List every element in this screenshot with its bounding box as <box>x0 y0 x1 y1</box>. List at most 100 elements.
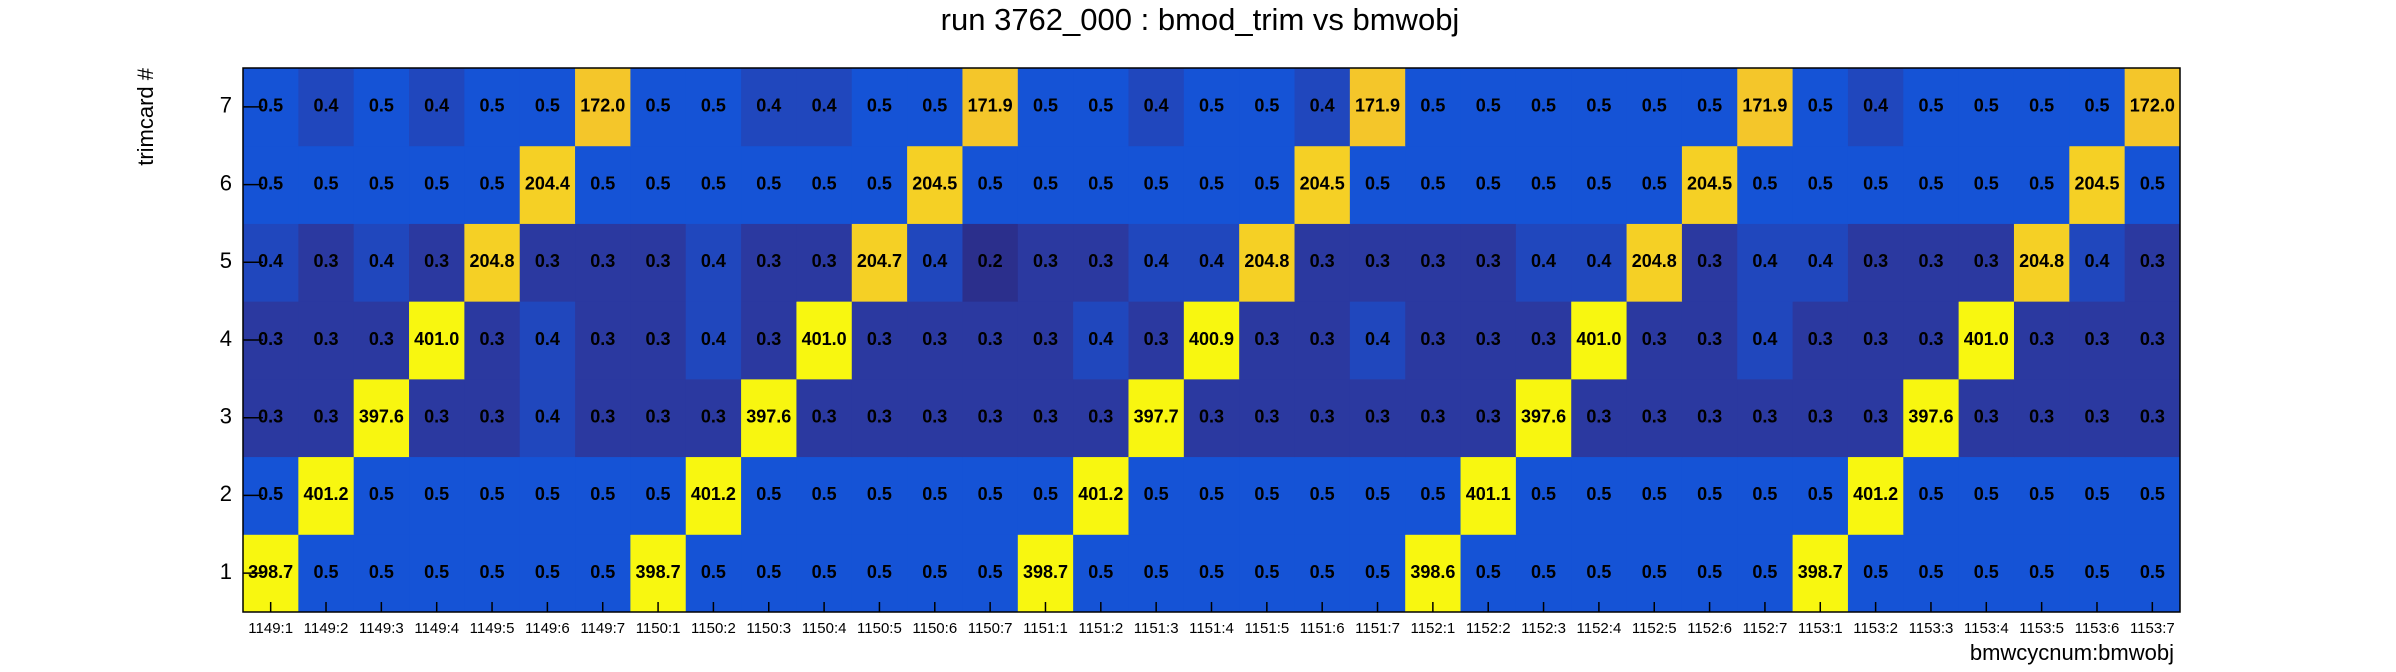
heatmap-cell <box>796 68 853 147</box>
heatmap-cell <box>1847 68 1904 147</box>
cell-label: 0.5 <box>2084 484 2109 504</box>
cell-label: 0.5 <box>1808 484 1833 504</box>
cell-label: 204.8 <box>1244 251 1289 271</box>
heatmap-cell <box>1073 534 1129 613</box>
cell-label: 0.5 <box>646 96 671 116</box>
cell-label: 0.5 <box>424 173 449 193</box>
heatmap-cell <box>1958 223 2015 302</box>
cell-label: 0.5 <box>1697 484 1722 504</box>
heatmap-cell <box>1515 68 1572 147</box>
heatmap-cell <box>907 223 963 302</box>
cell-label: 0.3 <box>1974 406 1999 426</box>
heatmap-cell <box>1183 68 1240 147</box>
heatmap-cell <box>907 68 963 147</box>
cell-label: 0.3 <box>1033 251 1058 271</box>
heatmap-cell <box>1460 223 1517 302</box>
heatmap-cell <box>1294 301 1351 380</box>
heatmap-cell <box>353 378 410 458</box>
cell-label: 0.4 <box>701 251 726 271</box>
cell-label: 0.4 <box>1088 329 1113 349</box>
cell-label: 0.3 <box>1420 329 1445 349</box>
heatmap-cell <box>298 534 355 613</box>
cell-label: 0.3 <box>258 406 283 426</box>
heatmap-cell <box>1017 378 1074 458</box>
heatmap-cell <box>575 301 631 380</box>
cell-label: 0.5 <box>1476 96 1501 116</box>
cell-label: 0.5 <box>1420 96 1445 116</box>
heatmap-cell <box>464 223 521 302</box>
heatmap-cell <box>1737 301 1794 380</box>
y-axis-label: trimcard # <box>133 67 158 166</box>
heatmap-cell <box>1128 534 1185 613</box>
cell-label: 0.2 <box>978 251 1003 271</box>
cell-label: 0.4 <box>1863 96 1888 116</box>
cell-label: 0.4 <box>313 96 338 116</box>
heatmap-cell <box>1792 223 1849 302</box>
heatmap-cell <box>1128 301 1185 380</box>
cell-label: 0.3 <box>756 329 781 349</box>
cell-label: 0.3 <box>480 406 505 426</box>
cell-label: 0.4 <box>535 329 560 349</box>
heatmap-cell <box>1405 223 1462 302</box>
y-tick-label: 3 <box>220 404 232 429</box>
cell-label: 0.5 <box>1420 484 1445 504</box>
cell-label: 0.5 <box>867 562 892 582</box>
cell-label: 0.5 <box>2084 562 2109 582</box>
cell-label: 0.5 <box>1697 562 1722 582</box>
cell-label: 0.5 <box>1586 173 1611 193</box>
heatmap-cell <box>1405 301 1462 380</box>
cell-label: 0.5 <box>1476 173 1501 193</box>
cell-label: 0.3 <box>1420 406 1445 426</box>
x-tick-label: 1153:1 <box>1798 620 1843 637</box>
cell-label: 0.3 <box>424 406 449 426</box>
cell-label: 0.5 <box>535 96 560 116</box>
heatmap-cell <box>741 378 797 458</box>
x-tick-label: 1152:4 <box>1577 620 1622 637</box>
cell-label: 0.3 <box>1476 406 1501 426</box>
cell-label: 397.6 <box>746 406 791 426</box>
heatmap-cell <box>1571 68 1628 147</box>
heatmap-cell <box>1737 68 1794 147</box>
cell-label: 0.5 <box>590 562 615 582</box>
heatmap-cell <box>1515 378 1572 458</box>
cell-label: 0.5 <box>2140 484 2165 504</box>
cell-label: 0.3 <box>1697 329 1722 349</box>
cell-label: 0.3 <box>1586 406 1611 426</box>
heatmap-cell <box>1405 145 1462 224</box>
cell-label: 397.6 <box>359 406 404 426</box>
heatmap-cell <box>907 301 963 380</box>
heatmap-cell <box>1903 301 1960 380</box>
cell-label: 0.5 <box>1863 173 1888 193</box>
x-tick-label: 1151:1 <box>1023 620 1068 637</box>
cell-label: 0.4 <box>258 251 283 271</box>
cell-label: 0.5 <box>313 562 338 582</box>
heatmap-cell <box>1792 301 1849 380</box>
cell-label: 401.0 <box>1964 329 2009 349</box>
heatmap-cell <box>796 301 853 380</box>
cell-label: 0.5 <box>1808 173 1833 193</box>
heatmap-cell <box>1239 145 1296 224</box>
heatmap-cell <box>1903 534 1960 613</box>
heatmap-cell <box>298 223 355 302</box>
cell-label: 0.3 <box>1974 251 1999 271</box>
cell-label: 0.5 <box>1918 484 1943 504</box>
cell-label: 0.3 <box>1531 329 1556 349</box>
cell-label: 0.5 <box>1974 173 1999 193</box>
cell-label: 0.3 <box>2029 329 2054 349</box>
cell-label: 0.5 <box>922 484 947 504</box>
cell-label: 0.5 <box>1365 484 1390 504</box>
heatmap-cell <box>1626 378 1683 458</box>
cell-label: 0.3 <box>922 406 947 426</box>
cell-label: 0.5 <box>1531 484 1556 504</box>
heatmap-cell <box>907 145 963 224</box>
heatmap-cell <box>1294 223 1351 302</box>
heatmap-cell <box>1128 378 1185 458</box>
cell-label: 0.3 <box>2140 329 2165 349</box>
heatmap-cell <box>1294 378 1351 458</box>
heatmap-cell <box>630 301 687 380</box>
heatmap-cell <box>2013 534 2070 613</box>
cell-label: 172.0 <box>580 96 625 116</box>
cell-label: 0.5 <box>701 96 726 116</box>
cell-label: 0.5 <box>480 562 505 582</box>
heatmap-cell <box>519 378 576 458</box>
